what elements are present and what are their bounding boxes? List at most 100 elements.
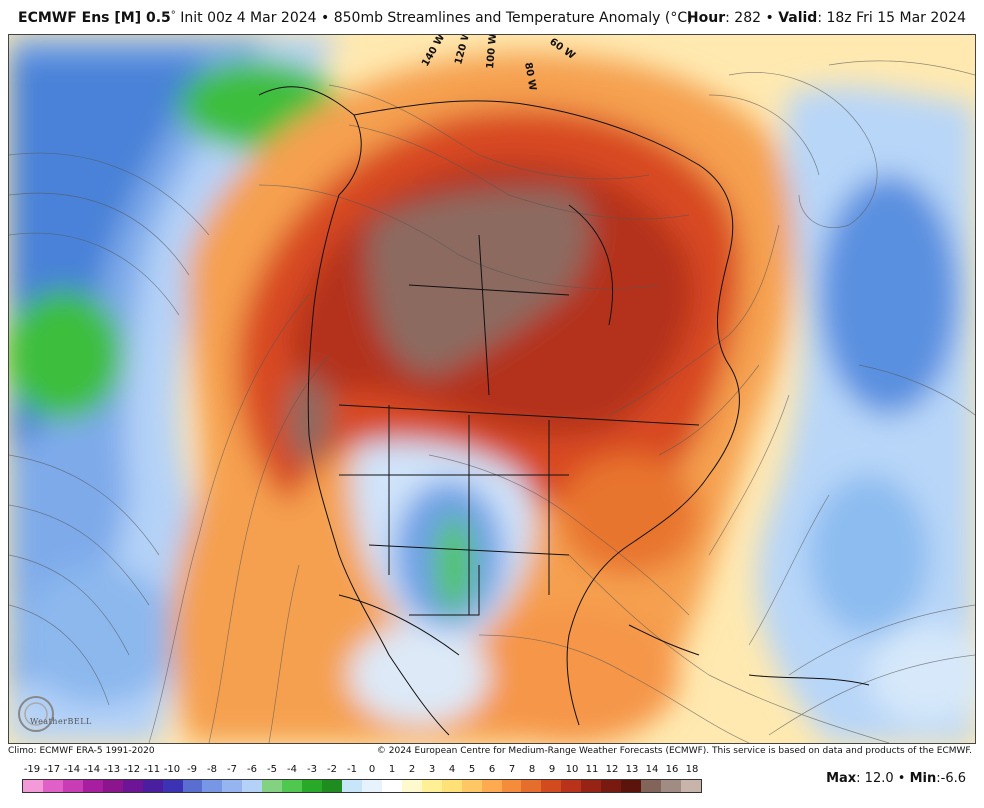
colorbar-cell <box>401 780 422 792</box>
product-name: 850mb Streamlines and Temperature Anomal… <box>333 10 693 26</box>
temperature-anomaly-map: 140 W 120 W 100 W 80 W 60 W <box>8 34 976 744</box>
colorbar-tick-label: -14 <box>83 764 101 775</box>
colorbar-cell <box>581 780 602 792</box>
colorbar-tick-label: 16 <box>665 764 679 775</box>
colorbar-cell <box>42 780 63 792</box>
colorbar-cell <box>222 780 243 792</box>
model-name: ECMWF Ens [M] 0.5 <box>18 10 171 26</box>
colorbar-cell <box>361 780 382 792</box>
min-value: :-6.6 <box>936 771 966 786</box>
title-separator: • <box>321 10 330 26</box>
colorbar-tick-label: -1 <box>347 764 357 775</box>
colorbar-tick-label: 2 <box>408 764 416 775</box>
colorbar-tick-label: -10 <box>163 764 181 775</box>
colorbar-tick-label: -4 <box>287 764 297 775</box>
colorbar-tick-label: -3 <box>307 764 317 775</box>
political-boundaries <box>258 86 870 736</box>
colorbar-tick-label: 5 <box>468 764 476 775</box>
colorbar-tick-label: 7 <box>508 764 516 775</box>
min-label: Min <box>909 771 937 786</box>
colorbar-tick-label: 0 <box>368 764 376 775</box>
colorbar-tick-label: -19 <box>23 764 41 775</box>
colorbar-cell <box>342 780 362 792</box>
colorbar-tick-label: 6 <box>488 764 496 775</box>
colorbar-tick-label: -5 <box>267 764 277 775</box>
colorbar-tick-label: 8 <box>528 764 536 775</box>
header: ECMWF Ens [M] 0.5° Init 00z 4 Mar 2024 •… <box>0 0 984 34</box>
weatherbell-logo <box>18 696 54 732</box>
hour-label: Hour <box>686 10 726 26</box>
colorbar-tick-label: -17 <box>43 764 61 775</box>
map-canvas: 140 W 120 W 100 W 80 W 60 W <box>9 35 975 743</box>
colorbar-tick-label: -11 <box>143 764 161 775</box>
colorbar-cell <box>641 780 661 792</box>
colorbar-tick-label: 9 <box>548 764 556 775</box>
colorbar-scale <box>22 779 702 793</box>
colorbar-tick-label: -12 <box>123 764 141 775</box>
colorbar-cell <box>302 780 323 792</box>
colorbar-cell <box>521 780 542 792</box>
colorbar-tick-label: 1 <box>388 764 396 775</box>
colorbar-cell <box>322 780 342 792</box>
colorbar-cell <box>102 780 123 792</box>
colorbar-cell <box>621 780 642 792</box>
colorbar-cell <box>381 780 402 792</box>
valid-time: Hour: 282 • Valid: 18z Fri 15 Mar 2024 <box>687 10 966 26</box>
colorbar-cell <box>242 780 263 792</box>
colorbar-tick-label: -2 <box>327 764 337 775</box>
streamlines <box>9 60 975 743</box>
colorbar-tick-label: 12 <box>605 764 619 775</box>
colorbar-tick-label: 18 <box>685 764 699 775</box>
colorbar-tick-label: 14 <box>645 764 659 775</box>
climo-note: Climo: ECMWF ERA-5 1991-2020 <box>8 746 155 756</box>
colorbar-tick-label: 11 <box>585 764 599 775</box>
colorbar-tick-label: -6 <box>247 764 257 775</box>
anomaly-field <box>9 35 975 743</box>
colorbar-tick-label: -14 <box>63 764 81 775</box>
colorbar-cell <box>282 780 303 792</box>
logo-text: WeatherBELL <box>30 717 92 726</box>
colorbar-cell <box>182 780 203 792</box>
hour-value: : 282 <box>725 10 762 26</box>
max-min-stats: Max: 12.0 • Min:-6.6 <box>826 771 966 786</box>
copyright-note: © 2024 European Centre for Medium-Range … <box>376 746 972 756</box>
valid-label: Valid <box>778 10 818 26</box>
colorbar-cell <box>142 780 163 792</box>
lon-label-100w: 100 W <box>485 35 499 69</box>
colorbar-tick-label: 10 <box>565 764 579 775</box>
colorbar-tick-label: -13 <box>103 764 121 775</box>
colorbar-cell <box>162 780 183 792</box>
colorbar-tick-label: 13 <box>625 764 639 775</box>
colorbar-cell <box>82 780 103 792</box>
colorbar-cell <box>680 780 701 792</box>
colorbar-tick-label: 3 <box>428 764 436 775</box>
colorbar-cell <box>501 780 522 792</box>
colorbar-cell <box>461 780 482 792</box>
colorbar-cell <box>561 780 582 792</box>
max-value: : 12.0 <box>856 771 894 786</box>
max-label: Max <box>826 771 857 786</box>
colorbar-cell <box>23 780 43 792</box>
chart-title: ECMWF Ens [M] 0.5° Init 00z 4 Mar 2024 •… <box>18 10 693 26</box>
colorbar-tick-label: 4 <box>448 764 456 775</box>
init-text: Init 00z 4 Mar 2024 <box>180 10 317 26</box>
stats-separator: • <box>897 771 906 786</box>
valid-value: : 18z Fri 15 Mar 2024 <box>817 10 966 26</box>
colorbar-cell <box>541 780 562 792</box>
colorbar-cell <box>601 780 622 792</box>
degree-mark: ° <box>170 10 176 21</box>
colorbar-cell <box>441 780 462 792</box>
colorbar-cell <box>202 780 223 792</box>
colorbar-tick-label: -7 <box>227 764 237 775</box>
colorbar-cell <box>421 780 442 792</box>
lon-label-80w: 80 W <box>522 62 538 92</box>
colorbar-cell <box>122 780 143 792</box>
colorbar-cell <box>661 780 681 792</box>
colorbar-cell <box>262 780 283 792</box>
colorbar-cell <box>481 780 502 792</box>
valid-separator: • <box>765 10 774 26</box>
colorbar-tick-label: -8 <box>207 764 217 775</box>
colorbar: -19 -17 -14 -14 -13 -12 -11 -10 -9 -8 -7 -6 -5 -4 -3 -2… <box>22 764 702 794</box>
colorbar-cell <box>62 780 83 792</box>
colorbar-tick-label: -9 <box>187 764 197 775</box>
